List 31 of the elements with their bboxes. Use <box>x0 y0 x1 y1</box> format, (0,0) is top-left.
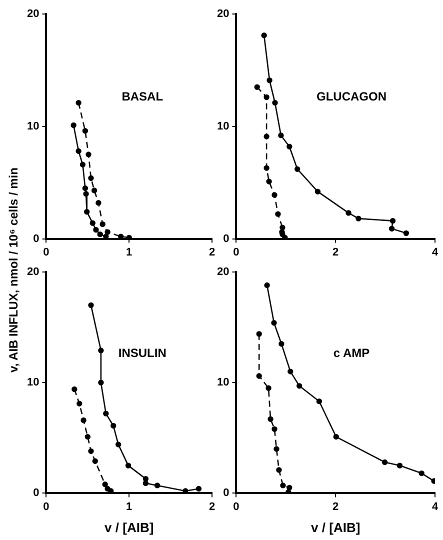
x-axis-title: v / [AIB] <box>311 520 360 535</box>
y-tick-label: 20 <box>216 266 230 278</box>
x-axis-title: v / [AIB] <box>104 520 154 535</box>
x-tick-label: 4 <box>432 500 439 513</box>
x-tick-label: 0 <box>233 246 240 258</box>
x-tick-label: 2 <box>208 246 216 258</box>
text: GLUCAGON <box>316 89 387 104</box>
x-tick-label: 0 <box>43 500 50 513</box>
text: c AMP <box>333 346 370 360</box>
y-tick-label: 0 <box>33 232 40 245</box>
y-axis-title: v, AIB INFLUX, nmol / 10⁶ cells / min <box>6 168 20 372</box>
y-tick-label: 0 <box>223 232 230 245</box>
x-tick-label: 2 <box>208 500 216 513</box>
x-tick-label: 1 <box>126 500 132 513</box>
x-tick-label: 2 <box>332 500 339 513</box>
y-tick-label: 10 <box>216 120 230 132</box>
y-tick-label: 20 <box>26 266 40 278</box>
x-tick-label: 4 <box>432 246 439 258</box>
y-tick-label: 20 <box>216 8 230 20</box>
y-tick-label: 0 <box>223 487 230 500</box>
y-tick-label: 10 <box>216 376 230 389</box>
y-tick-label: 10 <box>26 120 40 132</box>
y-tick-label: 0 <box>33 487 40 500</box>
text: INSULIN <box>118 346 166 360</box>
y-tick-label: 10 <box>26 376 40 389</box>
text: BASAL <box>122 89 164 104</box>
x-tick-label: 0 <box>43 246 50 258</box>
x-tick-label: 0 <box>233 500 240 513</box>
y-tick-label: 20 <box>26 8 40 20</box>
x-tick-label: 2 <box>332 246 339 258</box>
x-tick-label: 1 <box>126 246 132 258</box>
